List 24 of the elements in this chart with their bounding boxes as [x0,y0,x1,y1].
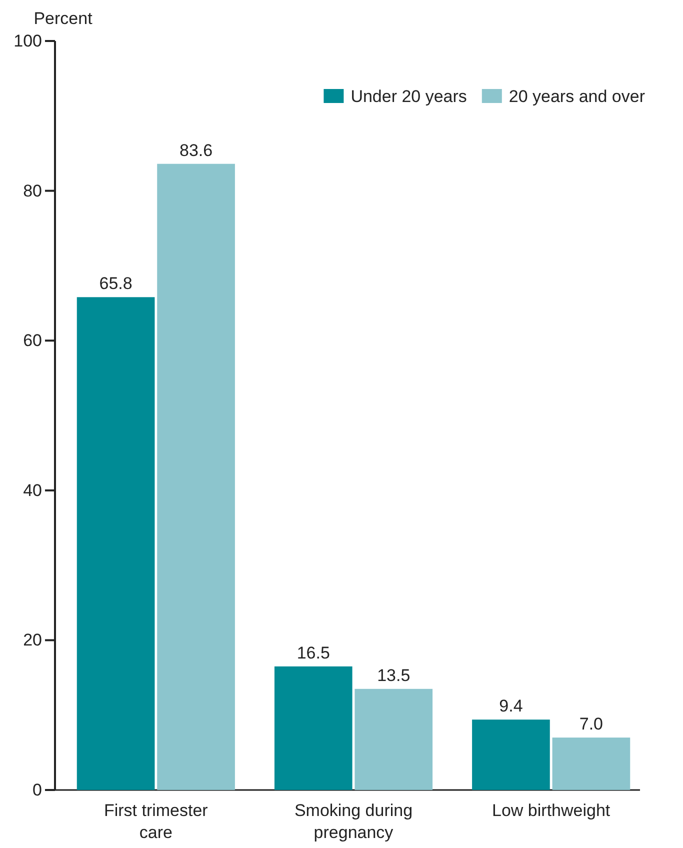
x-tick-label: Smoking during pregnancy [294,801,413,842]
bar [552,738,630,790]
bar [76,297,155,790]
data-label: 16.5 [296,643,330,662]
data-label: 7.0 [579,714,604,734]
y-tick-label: 0 [32,780,42,800]
bar [354,688,433,790]
y-tick-label: 20 [23,630,42,650]
bar [274,666,352,790]
data-label: 65.8 [99,274,132,294]
x-tick-label: First trimester care [104,801,208,842]
y-tick-label: 40 [23,480,42,500]
y-tick-label: 100 [14,31,42,50]
bar [472,720,550,790]
data-label: 9.4 [499,696,523,716]
y-tick-label: 80 [23,181,42,200]
legend-label: 20 years and over [508,87,646,106]
legend-label: Under 20 years [350,87,467,106]
y-axis-title: Percent [34,9,93,28]
bar [157,164,235,790]
x-tick-label: Low birthweight [492,801,610,820]
data-label: 83.6 [179,140,213,160]
y-tick-label: 60 [23,331,42,350]
data-label: 13.5 [377,666,410,685]
